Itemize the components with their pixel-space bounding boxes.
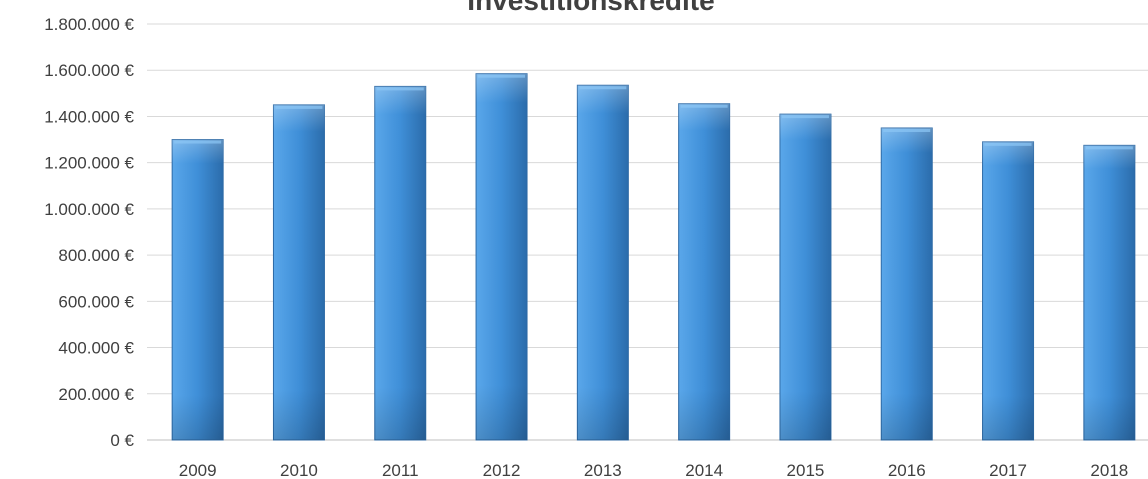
bar-top-highlight <box>680 104 728 108</box>
bar-2010 <box>272 104 325 441</box>
x-tick-label: 2014 <box>685 461 723 479</box>
x-tick-label: 2018 <box>1090 461 1128 479</box>
bar-top-highlight <box>984 142 1032 146</box>
bar-top-highlight <box>376 87 424 91</box>
bar-2013 <box>576 84 629 441</box>
bar-2009 <box>171 139 224 441</box>
bar-shading <box>1083 145 1135 441</box>
bar-2016 <box>880 127 933 441</box>
y-tick-label: 1.000.000 € <box>44 200 134 219</box>
bar-2014 <box>678 103 731 441</box>
bar-shading <box>172 139 224 441</box>
bar-shading <box>982 141 1034 440</box>
x-tick-label: 2015 <box>787 461 825 479</box>
bar-top-highlight <box>275 105 323 109</box>
x-tick-label: 2009 <box>179 461 217 479</box>
x-tick-label: 2010 <box>280 461 318 479</box>
x-tick-label: 2011 <box>382 461 419 479</box>
bar-top-highlight <box>478 74 526 78</box>
y-tick-label: 1.600.000 € <box>44 61 134 80</box>
bar-shading <box>577 85 629 440</box>
bar-shading <box>678 103 730 440</box>
bars <box>171 73 1136 441</box>
bar-shading <box>881 128 933 440</box>
bar-top-highlight <box>781 115 829 119</box>
y-tick-label: 1.400.000 € <box>44 107 134 126</box>
y-tick-label: 800.000 € <box>58 246 134 265</box>
bar-shading <box>779 114 831 440</box>
bar-top-highlight <box>579 86 627 90</box>
x-tick-label: 2016 <box>888 461 926 479</box>
chart-title: Investitionskredite <box>467 0 714 16</box>
bar-shading <box>374 86 426 441</box>
bar-shading <box>476 73 528 440</box>
bar-top-highlight <box>1085 146 1133 150</box>
y-tick-label: 400.000 € <box>58 339 134 358</box>
bar-2012 <box>475 73 528 441</box>
y-tick-label: 1.800.000 € <box>44 15 134 34</box>
x-tick-label: 2012 <box>483 461 521 479</box>
x-axis-tick-labels: 2009 2010 2011 2012 2013 2014 2015 2016 2017 2018 <box>179 461 1129 479</box>
y-tick-label: 200.000 € <box>58 385 134 404</box>
bar-2015 <box>779 113 832 441</box>
y-tick-label: 600.000 € <box>58 292 134 311</box>
bar-2018 <box>1083 144 1136 441</box>
bar-2011 <box>374 85 427 441</box>
x-tick-label: 2013 <box>584 461 622 479</box>
bar-top-highlight <box>883 129 931 132</box>
y-tick-label: 1.200.000 € <box>44 154 134 173</box>
bar-shading <box>273 104 325 440</box>
y-tick-label: 0 € <box>110 431 134 450</box>
bar-2017 <box>982 141 1035 441</box>
x-tick-label: 2017 <box>989 461 1027 479</box>
bar-top-highlight <box>174 140 222 144</box>
y-axis-tick-labels: 0 € 200.000 € 400.000 € 600.000 € 800.000 € 1… <box>44 15 134 450</box>
